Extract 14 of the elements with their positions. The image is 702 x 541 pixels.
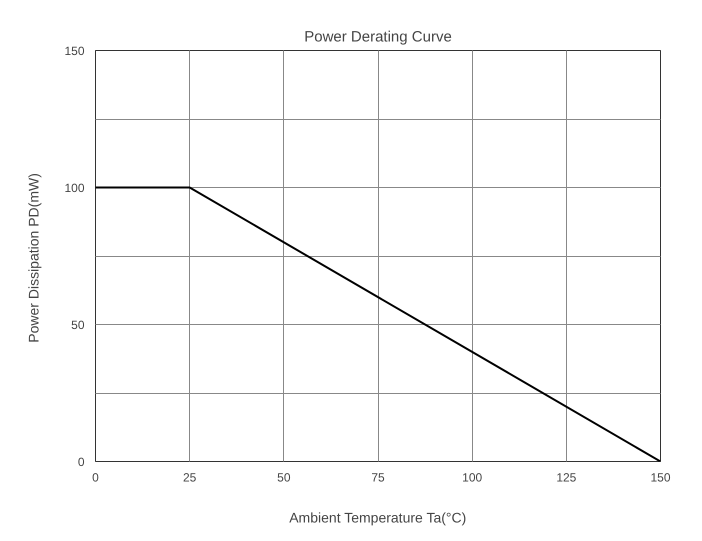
y-tick-label: 50 — [71, 318, 85, 332]
x-axis-title: Ambient Temperature Ta(°C) — [289, 510, 466, 526]
y-tick-label: 100 — [64, 181, 85, 195]
x-tick-label: 75 — [371, 470, 385, 484]
x-tick-label: 0 — [92, 470, 100, 484]
y-tick-label: 150 — [64, 44, 85, 58]
x-tick-label: 50 — [277, 470, 291, 484]
x-tick-label: 150 — [650, 470, 671, 484]
y-tick-label: 0 — [78, 455, 85, 469]
x-tick-label: 125 — [556, 470, 577, 484]
x-tick-label: 25 — [182, 470, 197, 484]
x-tick-label: 100 — [462, 470, 483, 484]
y-axis-title: Power Dissipation PD(mW) — [25, 173, 42, 343]
chart-title: Power Derating Curve — [304, 28, 452, 46]
